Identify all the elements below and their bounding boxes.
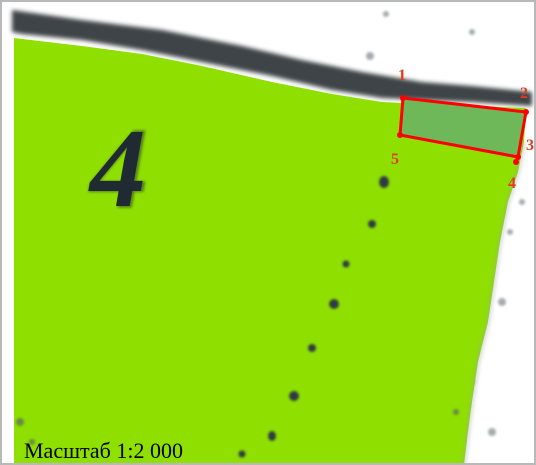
scale-label: Масштаб 1:2 000 — [24, 438, 183, 463]
vertex-label-5: 5 — [391, 151, 399, 168]
parcel-number-shadow: 4 — [88, 103, 149, 234]
parcel-number: 4 — [88, 107, 146, 231]
field-area — [14, 38, 526, 463]
vertex-point-1 — [400, 95, 406, 101]
vertex-label-4: 4 — [508, 175, 516, 192]
vertex-point-2 — [523, 109, 529, 115]
vertex-label-2: 2 — [520, 85, 528, 102]
field-specks — [16, 409, 459, 445]
vertex-point-3 — [515, 154, 521, 160]
field-edge — [462, 141, 526, 463]
vertex-label-1: 1 — [398, 67, 406, 84]
dot-track — [238, 176, 389, 458]
vertex-point-5 — [397, 132, 403, 138]
tree-line — [12, 10, 532, 106]
vertex-label-3: 3 — [526, 137, 534, 154]
vertex-point-4 — [513, 159, 519, 165]
